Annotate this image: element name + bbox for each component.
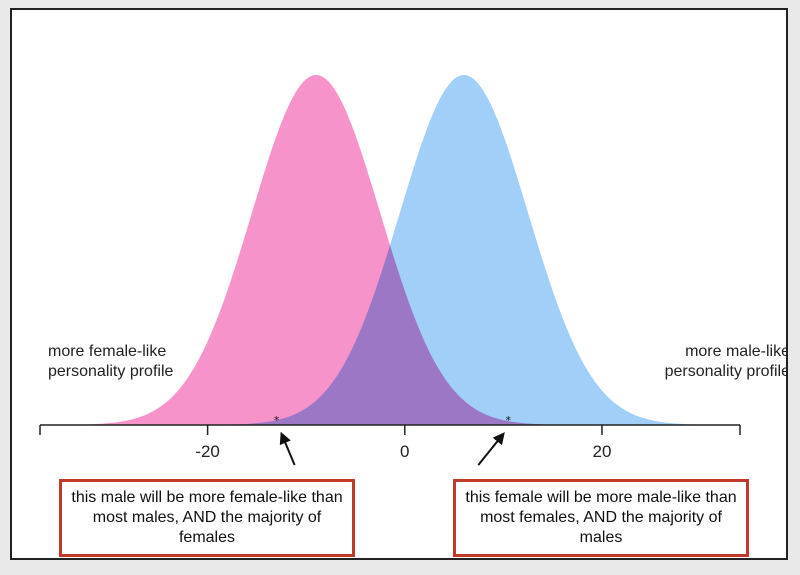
female-arrow [477,432,505,466]
figure-frame: -20 0 20 * * more female-like personality p… [10,8,788,560]
female-marker: * [506,414,512,427]
x-tick-label: 0 [400,442,409,461]
x-axis: -20 0 20 [39,424,741,461]
arrow-layer [279,431,505,466]
male-marker: * [274,414,280,427]
x-tick-label: 20 [593,442,612,461]
right-side-label: more male-like personality profile [664,343,788,380]
male-distribution-curve [40,75,740,425]
x-tick-label: -20 [195,442,220,461]
marker-layer: * * [274,414,512,427]
female-callout-box: this female will be more male-like than … [453,479,749,557]
male-callout-box: this male will be more female-like than … [59,479,355,557]
male-arrow [279,431,296,466]
left-side-label: more female-like personality profile [48,343,174,380]
curve-layer [40,75,740,425]
distribution-chart: -20 0 20 * * [39,75,741,466]
